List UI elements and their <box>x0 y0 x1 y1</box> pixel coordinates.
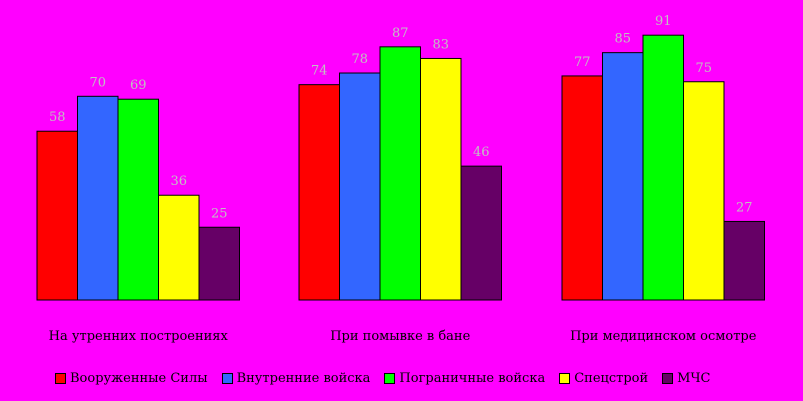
data-label-2-2: 78 <box>351 52 368 67</box>
legend-label-2: Внутренние войска <box>236 370 371 386</box>
bar-3-1 <box>561 75 603 301</box>
data-label-2-4: 83 <box>432 37 449 52</box>
data-label-1-2: 70 <box>89 75 106 90</box>
legend-item-2: Внутренние войска <box>221 370 371 386</box>
bar-2-5 <box>460 165 502 301</box>
legend-item-1: Вооруженные Силы <box>55 371 208 386</box>
bar-1-2 <box>77 95 119 301</box>
legend-label-3: Пограничные войска <box>399 370 546 386</box>
data-label-3-2: 85 <box>614 32 631 47</box>
data-label-2-5: 46 <box>473 145 490 160</box>
data-label-3-5: 27 <box>736 200 753 215</box>
legend-swatch-4 <box>559 372 571 384</box>
legend-item-5: МЧС <box>662 371 710 386</box>
legend-item-4: Спецстрой <box>559 371 648 386</box>
bar-2-3 <box>379 46 421 301</box>
legend-swatch-3 <box>384 372 396 384</box>
bar-2-4 <box>420 57 462 301</box>
data-label-3-4: 75 <box>695 61 712 76</box>
legend-item-3: Пограничные войска <box>384 371 545 386</box>
bar-3-5 <box>723 220 765 301</box>
data-label-1-5: 25 <box>211 206 228 221</box>
category-label-2: При помывке в бане <box>330 329 470 344</box>
bar-3-2 <box>602 52 644 301</box>
legend-label-4: Спецстрой <box>574 370 649 386</box>
bar-3-3 <box>642 34 684 301</box>
data-label-3-1: 77 <box>574 55 591 70</box>
bar-1-1 <box>36 130 78 301</box>
bar-2-2 <box>339 72 381 301</box>
data-label-1-3: 69 <box>130 78 147 93</box>
bar-1-4 <box>158 194 200 301</box>
legend-swatch-5 <box>662 372 674 384</box>
data-label-1-1: 58 <box>49 110 66 125</box>
data-label-2-1: 74 <box>311 64 328 79</box>
data-label-1-4: 36 <box>170 174 187 189</box>
category-label-3: При медицинском осмотре <box>570 329 757 344</box>
category-label-1: На утренних построениях <box>49 329 229 344</box>
legend-label-1: Вооруженные Силы <box>70 370 208 386</box>
data-label-3-3: 91 <box>655 14 672 29</box>
bar-1-5 <box>198 226 240 301</box>
chart-legend: Вооруженные Силы Внутренние войска Пограни… <box>55 369 724 387</box>
legend-swatch-2 <box>221 372 233 384</box>
legend-swatch-1 <box>55 372 66 384</box>
bar-2-1 <box>298 84 340 301</box>
bar-1-3 <box>117 98 159 301</box>
bar-3-4 <box>683 81 725 301</box>
legend-label-5: МЧС <box>677 370 711 386</box>
data-label-2-3: 87 <box>392 26 409 41</box>
